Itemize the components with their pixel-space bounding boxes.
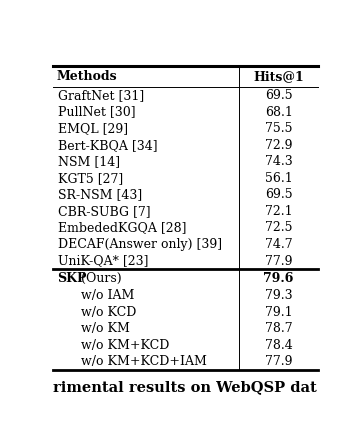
Text: KGT5 [27]: KGT5 [27] [58, 172, 123, 185]
Text: w/o KM+KCD: w/o KM+KCD [81, 339, 170, 352]
Text: GraftNet [31]: GraftNet [31] [58, 89, 144, 102]
Text: w/o KCD: w/o KCD [81, 306, 137, 319]
Text: PullNet [30]: PullNet [30] [58, 106, 135, 119]
Text: EMQL [29]: EMQL [29] [58, 122, 128, 135]
Text: EmbededKGQA [28]: EmbededKGQA [28] [58, 221, 186, 234]
Text: 74.3: 74.3 [265, 155, 293, 168]
Text: Methods: Methods [56, 70, 117, 83]
Text: 78.7: 78.7 [265, 322, 292, 335]
Text: 72.9: 72.9 [265, 139, 292, 152]
Text: 79.6: 79.6 [264, 272, 294, 285]
Text: rimental results on WebQSP dat: rimental results on WebQSP dat [53, 380, 316, 394]
Text: DECAF(Answer only) [39]: DECAF(Answer only) [39] [58, 238, 222, 251]
Text: Bert-KBQA [34]: Bert-KBQA [34] [58, 139, 157, 152]
Text: 79.1: 79.1 [265, 306, 292, 319]
Text: 68.1: 68.1 [265, 106, 293, 119]
Text: w/o IAM: w/o IAM [81, 289, 135, 302]
Text: w/o KM: w/o KM [81, 322, 130, 335]
Text: 72.1: 72.1 [265, 205, 292, 218]
Text: NSM [14]: NSM [14] [58, 155, 120, 168]
Text: Hits@1: Hits@1 [253, 70, 304, 83]
Text: 75.5: 75.5 [265, 122, 292, 135]
Text: 56.1: 56.1 [265, 172, 293, 185]
Text: SKP: SKP [58, 272, 87, 285]
Text: 77.9: 77.9 [265, 254, 292, 267]
Text: 74.7: 74.7 [265, 238, 292, 251]
Text: 69.5: 69.5 [265, 188, 292, 201]
Text: 79.3: 79.3 [265, 289, 292, 302]
Text: 78.4: 78.4 [265, 339, 293, 352]
Text: UniK-QA* [23]: UniK-QA* [23] [58, 254, 148, 267]
Text: (Ours): (Ours) [77, 272, 121, 285]
Text: w/o KM+KCD+IAM: w/o KM+KCD+IAM [81, 355, 207, 368]
Text: 69.5: 69.5 [265, 89, 292, 102]
Text: CBR-SUBG [7]: CBR-SUBG [7] [58, 205, 150, 218]
Text: 77.9: 77.9 [265, 355, 292, 368]
Text: SR-NSM [43]: SR-NSM [43] [58, 188, 142, 201]
Text: 72.5: 72.5 [265, 221, 292, 234]
